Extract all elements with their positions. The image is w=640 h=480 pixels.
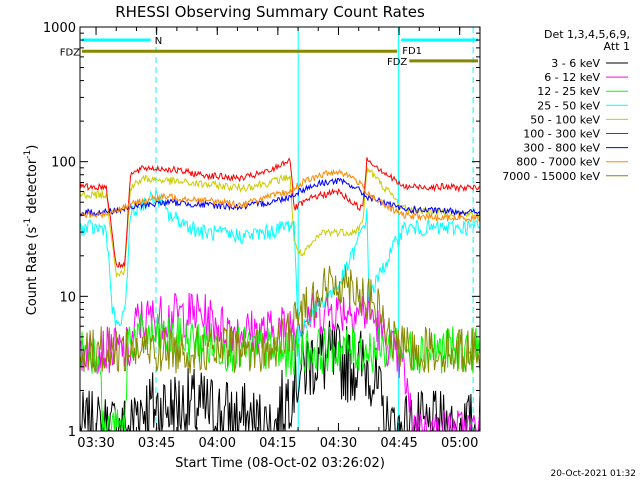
y-tick-label-3: 1000 (43, 21, 76, 36)
annotation-label-0: N (155, 36, 162, 47)
x-tick-label-2: 04:00 (199, 436, 236, 451)
legend-label-0: 3 - 6 keV (551, 57, 600, 70)
series-line-5 (79, 157, 480, 269)
series-layer (79, 157, 481, 433)
legend-header-0: Det 1,3,4,5,6,9, (544, 28, 630, 41)
y-axis-label: Count Rate (s-1 detector-1) (23, 145, 40, 316)
series-line-4 (79, 166, 481, 278)
series-line-7 (79, 168, 481, 223)
x-tick-label-5: 04:45 (380, 436, 417, 451)
plot-frame (79, 26, 481, 432)
y-tick-label-0: 1 (68, 425, 76, 440)
legend-header-1: Att 1 (604, 40, 630, 53)
x-tick-label-3: 04:15 (259, 436, 296, 451)
y-tick-label-2: 100 (51, 156, 76, 171)
legend-label-1: 6 - 12 keV (544, 71, 600, 84)
series-line-6 (79, 177, 481, 217)
x-tick-label-1: 03:45 (138, 436, 175, 451)
x-tick-label-0: 03:30 (77, 436, 114, 451)
y-tick-label-1: 10 (59, 290, 76, 305)
annotation-label-1: FD1 (402, 46, 422, 57)
night-lines (155, 27, 474, 431)
chart-title: RHESSI Observing Summary Count Rates (115, 3, 425, 21)
y-axis-label-end: ) (25, 145, 40, 150)
legend-label-2: 12 - 25 keV (537, 85, 600, 98)
axes (79, 26, 481, 432)
x-tick-label-6: 05:00 (441, 436, 478, 451)
y-axis-label-sup1: -1 (23, 218, 33, 227)
y-axis-label-main: Count Rate (s (25, 227, 40, 316)
x-tick-label-4: 04:30 (320, 436, 357, 451)
ticks: 1 10 100 1000 03:30 03:45 04:00 04:15 04:30 04:45… (43, 21, 481, 451)
annotation-label-2: FDZ (60, 47, 80, 58)
legend-label-6: 300 - 800 keV (523, 142, 600, 155)
x-axis-label: Start Time (08-Oct-02 03:26:02) (175, 456, 385, 471)
y-axis-label-mid: detector (25, 158, 40, 218)
legend-label-8: 7000 - 15000 keV (502, 170, 600, 183)
annotation-label-3: FDZ (387, 57, 407, 68)
timestamp: 20-Oct-2021 01:32 (551, 469, 636, 479)
legend-label-3: 25 - 50 keV (537, 99, 600, 112)
y-axis-label-sup2: -1 (23, 150, 33, 159)
series-line-8 (79, 265, 481, 374)
legend-label-5: 100 - 300 keV (523, 128, 600, 141)
legend-label-7: 800 - 7000 keV (516, 156, 600, 169)
legend-label-4: 50 - 100 keV (530, 113, 600, 126)
